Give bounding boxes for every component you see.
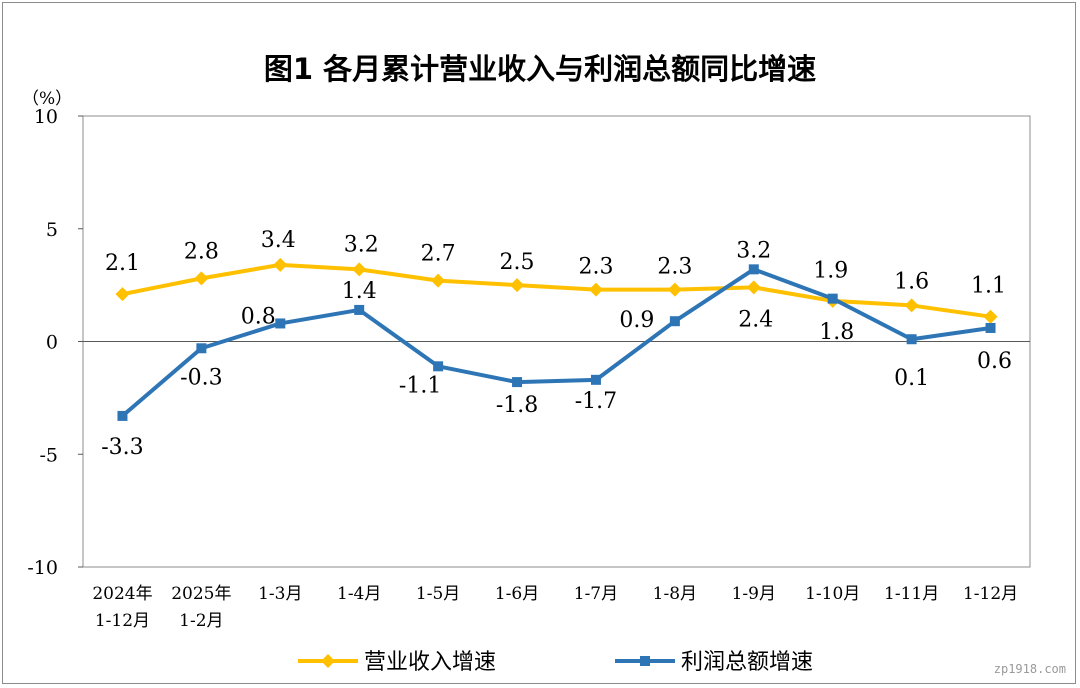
x-tick-label: 1-5月: [416, 584, 460, 604]
profit-point: [117, 410, 128, 421]
revenue-data-label: 2.3: [578, 255, 613, 280]
y-axis-unit-label: （%）: [22, 89, 73, 109]
revenue-growth-line: [122, 262, 991, 319]
x-tick-label: 1-12月: [963, 584, 1018, 604]
y-tick-label: -5: [39, 444, 58, 466]
revenue-data-label: 1.6: [894, 269, 929, 294]
profit-point: [590, 374, 601, 385]
x-tick-label: 1-2月: [179, 611, 223, 631]
revenue-point: [273, 257, 288, 272]
profit-data-label: -1.1: [399, 373, 441, 398]
profit-data-label: -0.3: [180, 365, 222, 390]
x-tick-label: 1-9月: [732, 584, 776, 604]
chart-title: 图1 各月累计营业收入与利润总额同比增速: [263, 52, 817, 86]
revenue-point: [194, 271, 209, 286]
revenue-data-label: 3.4: [261, 228, 296, 253]
revenue-point: [115, 287, 130, 302]
profit-data-label: -1.7: [575, 389, 617, 414]
legend-revenue-label: 营业收入增速: [364, 650, 496, 675]
revenue-point: [746, 280, 761, 295]
revenue-data-label: 2.1: [105, 251, 140, 276]
profit-point: [906, 334, 917, 345]
profit-point: [827, 293, 838, 304]
revenue-point: [588, 282, 603, 297]
revenue-data-label: 3.2: [344, 232, 379, 257]
profit-data-label: 0.1: [894, 366, 929, 391]
profit-point: [748, 264, 759, 275]
x-tick-label: 1-11月: [884, 584, 939, 604]
profit-point: [196, 343, 207, 354]
legend-profit-label: 利润总额增速: [681, 650, 813, 675]
x-tick-label: 1-7月: [574, 584, 618, 604]
revenue-point: [510, 278, 525, 293]
revenue-data-label: 2.7: [421, 242, 456, 267]
profit-point: [512, 377, 523, 388]
x-tick-label: 2024年: [92, 584, 152, 604]
legend-marker: [321, 654, 335, 668]
profit-data-label: 3.2: [736, 238, 771, 263]
profit-point: [354, 304, 365, 315]
profit-data-label: 1.9: [813, 259, 848, 284]
x-tick-label: 1-8月: [653, 584, 697, 604]
profit-data-label: 1.4: [342, 279, 377, 304]
profit-data-label: 0.8: [241, 304, 276, 329]
revenue-point: [431, 273, 446, 288]
profit-point: [669, 316, 680, 327]
x-tick-label: 1-12月: [95, 611, 150, 631]
revenue-data-label: 1.1: [971, 274, 1006, 299]
revenue-data-label: 1.8: [819, 320, 854, 345]
revenue-data-label: 2.3: [657, 255, 692, 280]
profit-point: [275, 318, 286, 329]
x-tick-label: 2025年: [171, 584, 231, 604]
revenue-point: [983, 309, 998, 324]
y-tick-label: 5: [46, 219, 58, 241]
revenue-point: [667, 282, 682, 297]
profit-data-label: -1.8: [496, 393, 538, 418]
y-tick-label: 0: [46, 332, 58, 354]
profit-data-label: -3.3: [101, 435, 143, 460]
profit-point: [433, 361, 444, 372]
y-tick-label: -10: [27, 557, 58, 579]
legend-marker: [640, 656, 650, 666]
x-tick-label: 1-6月: [495, 584, 539, 604]
revenue-point: [352, 262, 367, 277]
revenue-point: [904, 298, 919, 313]
y-tick-label: 10: [34, 106, 58, 128]
profit-point: [985, 322, 996, 333]
revenue-data-label: 2.5: [500, 250, 535, 275]
watermark: zp1918.com: [993, 662, 1066, 676]
revenue-data-label: 2.8: [184, 239, 219, 264]
x-tick-label: 1-4月: [337, 584, 381, 604]
x-tick-label: 1-10月: [805, 584, 860, 604]
x-tick-label: 1-3月: [258, 584, 302, 604]
profit-growth-line: [121, 267, 991, 418]
revenue-data-label: 2.4: [738, 307, 773, 332]
profit-data-label: 0.9: [619, 308, 654, 333]
profit-data-label: 0.6: [977, 349, 1012, 374]
